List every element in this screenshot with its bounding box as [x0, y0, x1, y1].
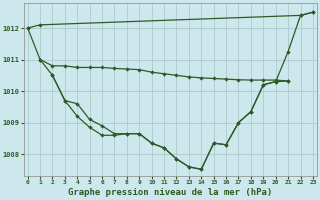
- X-axis label: Graphe pression niveau de la mer (hPa): Graphe pression niveau de la mer (hPa): [68, 188, 272, 197]
